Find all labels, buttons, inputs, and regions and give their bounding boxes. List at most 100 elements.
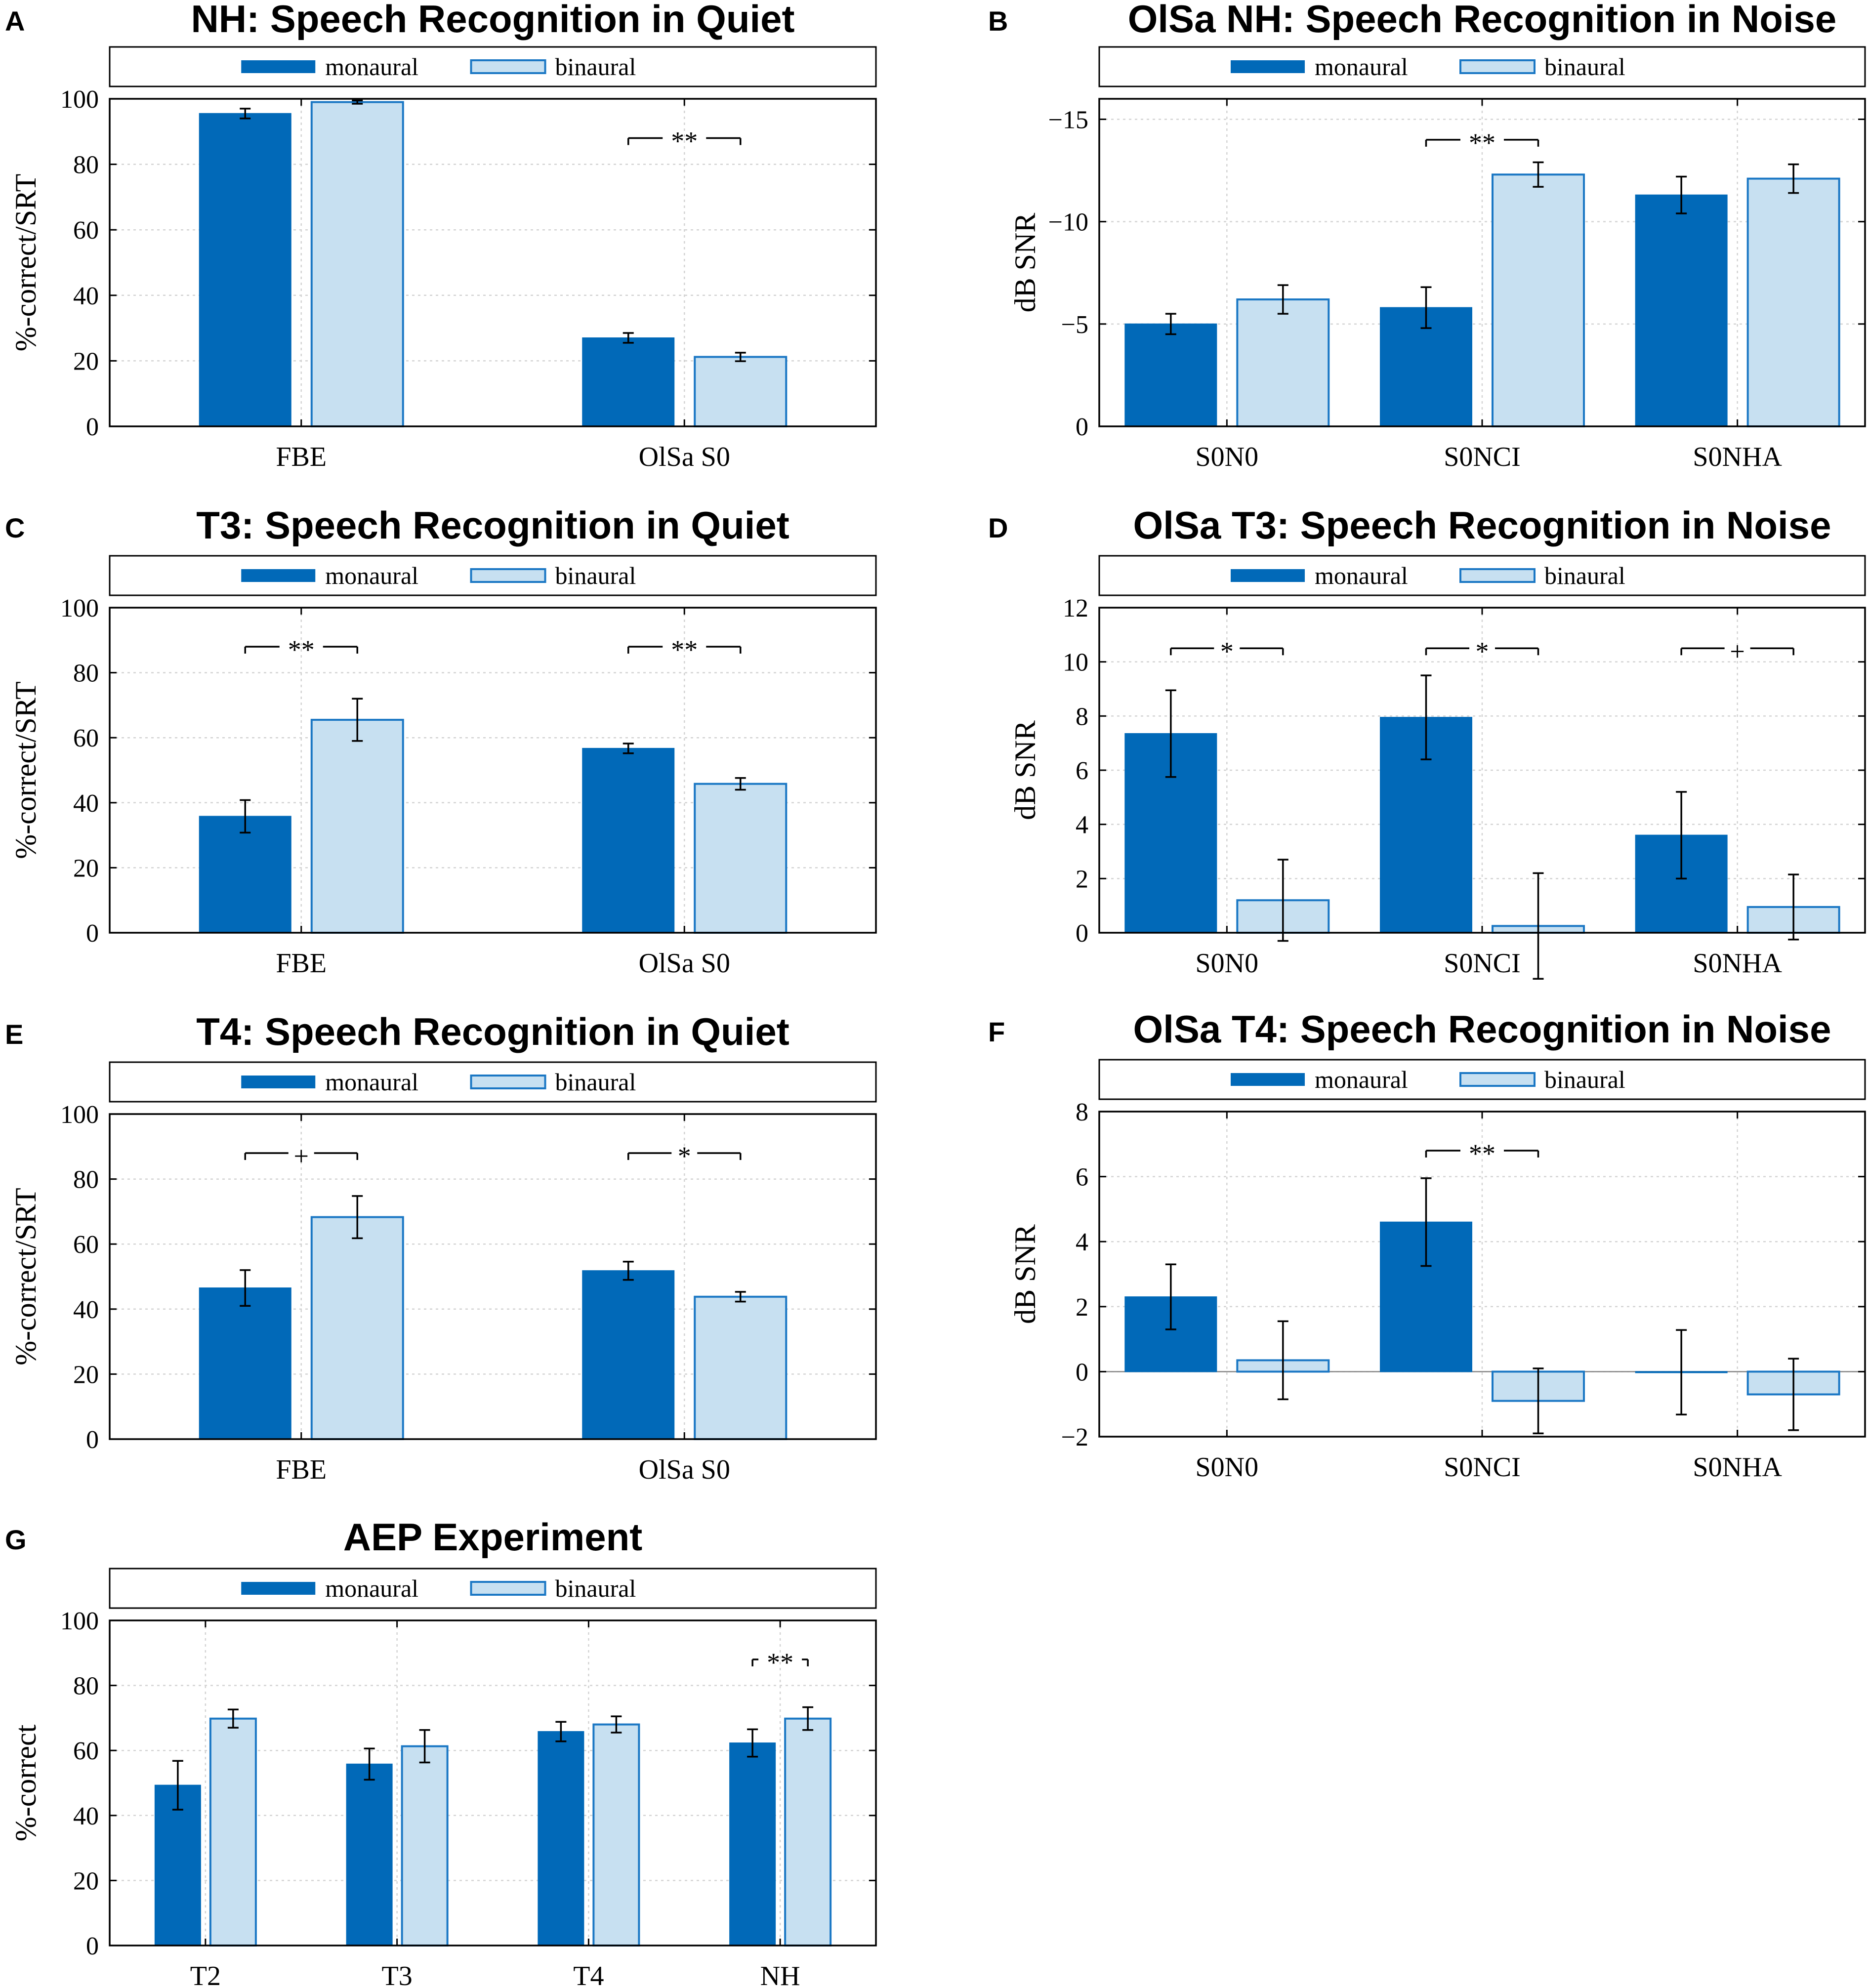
bar-monaural-s0nha bbox=[1635, 194, 1728, 427]
y-tick-label: 20 bbox=[73, 1867, 99, 1895]
significance-marker: * bbox=[1425, 636, 1539, 666]
significance-marker: * bbox=[627, 1141, 742, 1171]
legend-label-binaural: binaural bbox=[1544, 562, 1625, 589]
bar-binaural-t4 bbox=[592, 1723, 640, 1947]
legend-label-monaural: monaural bbox=[1315, 53, 1408, 81]
chart-title: NH: Speech Recognition in Quiet bbox=[191, 0, 794, 41]
y-tick-label: 0 bbox=[1076, 1358, 1088, 1386]
panel-g: G AEP Experiment monaural binaural ** 0 20 40 60… bbox=[5, 1515, 877, 1988]
bars bbox=[199, 99, 788, 427]
legend-label-binaural: binaural bbox=[555, 562, 636, 589]
bar-monaural-s0n0 bbox=[1124, 323, 1217, 427]
x-tick-label: FBE bbox=[276, 948, 327, 979]
y-tick-label: 40 bbox=[73, 282, 99, 310]
legend-swatch-monaural bbox=[1231, 60, 1305, 73]
legend: monaural binaural bbox=[1098, 555, 1866, 596]
y-axis-label: dB SNR bbox=[1009, 1224, 1041, 1324]
legend-label-binaural: binaural bbox=[1544, 1066, 1625, 1093]
legend-swatch-binaural bbox=[1459, 568, 1536, 583]
x-tick-label: S0NCI bbox=[1444, 442, 1521, 472]
x-tick-label: OlSa S0 bbox=[639, 442, 730, 472]
legend-label-monaural: monaural bbox=[325, 53, 418, 81]
legend-label-binaural: binaural bbox=[1544, 53, 1625, 81]
y-tick-label: 100 bbox=[60, 594, 99, 622]
significance-marker: ** bbox=[244, 635, 358, 664]
significance-marker: ** bbox=[627, 126, 742, 156]
sig-label: * bbox=[1476, 636, 1489, 666]
bar-binaural-fbe bbox=[310, 101, 404, 427]
x-axis: S0N0 S0NCI S0NHA bbox=[1196, 1112, 1782, 1483]
y-axis-label: dB SNR bbox=[1009, 213, 1041, 313]
legend: monaural binaural bbox=[109, 1061, 877, 1103]
bar-monaural-fbe bbox=[199, 816, 291, 934]
legend-swatch-monaural bbox=[241, 1582, 316, 1595]
x-axis: FBE OlSa S0 bbox=[276, 608, 730, 979]
sig-label: ** bbox=[671, 126, 698, 156]
x-tick-label: T2 bbox=[190, 1961, 221, 1986]
axes-frame bbox=[109, 1619, 877, 1947]
sig-label: ** bbox=[1469, 128, 1495, 158]
panel-d: D OlSa T3: Speech Recognition in Noise mon… bbox=[988, 503, 1866, 980]
legend-label-binaural: binaural bbox=[555, 53, 636, 81]
x-tick-label: S0NCI bbox=[1444, 1452, 1521, 1483]
y-tick-label: 80 bbox=[73, 1672, 99, 1700]
panel-letter: D bbox=[988, 512, 1008, 543]
axes-frame bbox=[109, 607, 877, 934]
bar-monaural-olsa-s0 bbox=[582, 747, 675, 933]
panel-b: B OlSa NH: Speech Recognition in Noise mon… bbox=[988, 0, 1866, 472]
y-tick-label: 0 bbox=[1076, 413, 1088, 441]
legend: monaural binaural bbox=[109, 555, 877, 596]
y-tick-label: 60 bbox=[73, 216, 99, 245]
bar-monaural-t4 bbox=[538, 1731, 584, 1946]
y-tick-label: 0 bbox=[1076, 919, 1088, 948]
bar-monaural-fbe bbox=[199, 1287, 291, 1440]
y-tick-label: 0 bbox=[86, 919, 99, 948]
bar-monaural-olsa-s0 bbox=[582, 1270, 675, 1440]
significance-marker: ** bbox=[627, 635, 742, 664]
grid bbox=[110, 1114, 876, 1439]
panel-letter: G bbox=[5, 1524, 27, 1555]
bar-monaural-nh bbox=[729, 1742, 776, 1946]
legend-label-binaural: binaural bbox=[555, 1574, 636, 1602]
y-tick-label: 6 bbox=[1076, 1163, 1088, 1192]
x-tick-label: FBE bbox=[276, 442, 327, 472]
x-tick-label: T4 bbox=[573, 1961, 604, 1986]
sig-label: + bbox=[294, 1141, 309, 1171]
panel-letter: B bbox=[988, 5, 1008, 37]
x-tick-label: S0N0 bbox=[1196, 948, 1259, 979]
x-tick-label: S0N0 bbox=[1196, 1452, 1259, 1483]
y-axis: 0 20 40 60 80 100 bbox=[60, 594, 876, 948]
y-axis-label: %-correct/SRT bbox=[9, 174, 42, 352]
y-tick-label: −10 bbox=[1048, 208, 1088, 237]
sig-label: ** bbox=[671, 635, 698, 664]
chart-title: AEP Experiment bbox=[343, 1515, 642, 1559]
x-axis: FBE OlSa S0 bbox=[276, 99, 730, 472]
legend-label-monaural: monaural bbox=[325, 1574, 418, 1602]
y-tick-label: 100 bbox=[60, 85, 99, 114]
x-tick-label: S0N0 bbox=[1196, 442, 1259, 472]
x-tick-label: S0NHA bbox=[1693, 948, 1782, 979]
grid bbox=[1099, 99, 1865, 426]
y-axis: 0 2 4 6 8 10 12 bbox=[1063, 594, 1865, 948]
legend: monaural binaural bbox=[1098, 46, 1866, 87]
y-tick-label: 80 bbox=[73, 1166, 99, 1194]
legend-label-monaural: monaural bbox=[325, 1068, 418, 1096]
bars bbox=[199, 1195, 788, 1440]
y-tick-label: 12 bbox=[1063, 594, 1088, 622]
x-axis: S0N0 S0NCI S0NHA bbox=[1196, 608, 1782, 979]
y-tick-label: 80 bbox=[73, 151, 99, 179]
legend-label-monaural: monaural bbox=[1315, 562, 1408, 589]
chart-title: OlSa T4: Speech Recognition in Noise bbox=[1133, 1007, 1831, 1051]
y-tick-label: 0 bbox=[86, 1426, 99, 1454]
sig-label: + bbox=[1730, 636, 1744, 666]
legend-swatch-monaural bbox=[1231, 569, 1305, 582]
legend-swatch-binaural bbox=[1459, 59, 1536, 74]
y-tick-label: 4 bbox=[1076, 1228, 1088, 1256]
bar-binaural-s0n0 bbox=[1236, 298, 1330, 428]
y-axis-label: %-correct/SRT bbox=[9, 681, 42, 859]
y-axis: 0 −5 −10 −15 bbox=[1048, 106, 1865, 441]
significance-marker: ** bbox=[751, 1648, 809, 1677]
y-tick-label: 6 bbox=[1076, 757, 1088, 785]
y-tick-label: 2 bbox=[1076, 865, 1088, 893]
